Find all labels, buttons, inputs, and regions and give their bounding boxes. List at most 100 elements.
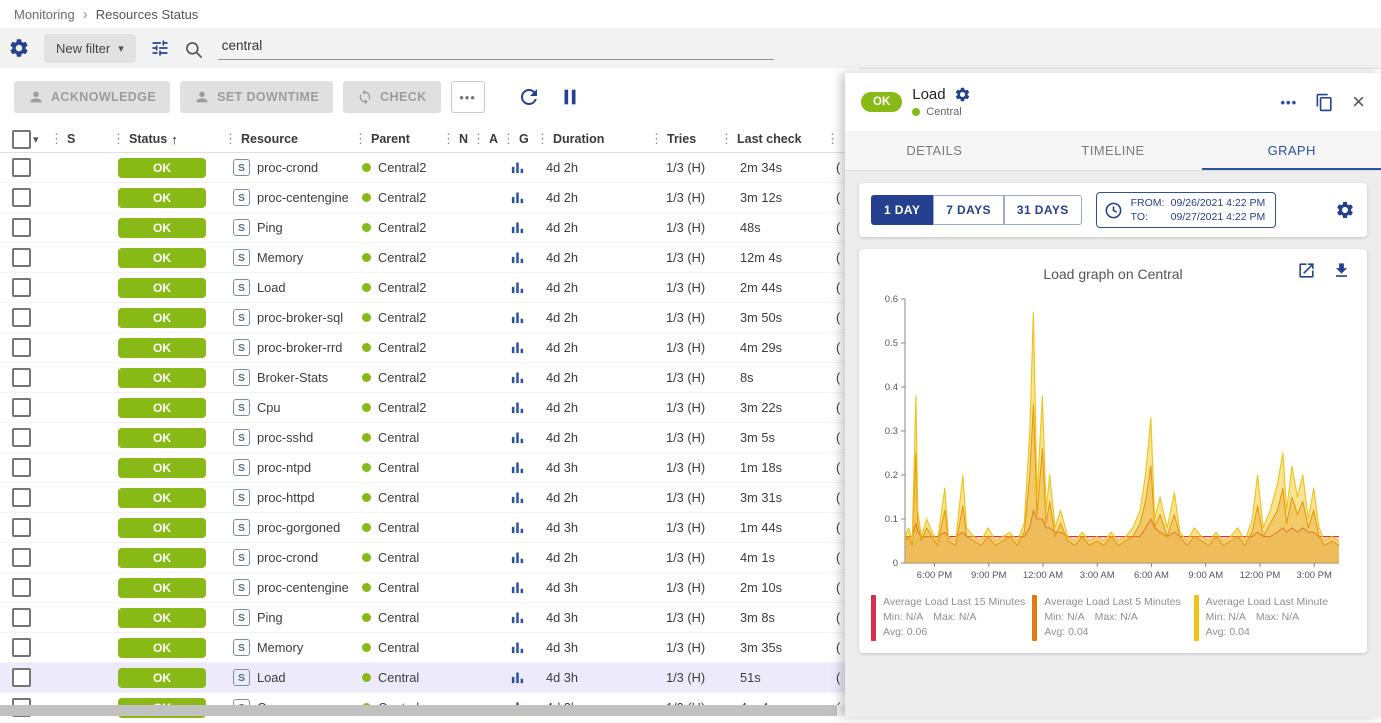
resource-cell: SLoad [224,279,354,296]
column-header-s[interactable]: ⋮S [50,131,112,147]
graph-icon[interactable] [510,310,525,325]
time-button-31-days[interactable]: 31 DAYS [1004,195,1082,225]
refresh-button[interactable] [513,81,545,113]
row-checkbox[interactable] [12,188,31,207]
set-downtime-button[interactable]: SET DOWNTIME [180,81,333,113]
last-check-cell: 3m 5s [720,430,826,445]
row-checkbox[interactable] [12,548,31,567]
column-header-a[interactable]: ⋮A [472,131,502,147]
row-checkbox[interactable] [12,458,31,477]
filter-settings-gear-icon[interactable] [8,37,30,59]
parent-cell: Central2 [354,400,442,415]
status-chip: OK [118,638,206,658]
scrollbar-thumb[interactable] [0,705,837,716]
panel-header: OK Load Central ••• × [845,73,1381,131]
graph-icon[interactable] [510,400,525,415]
panel-more-actions-icon[interactable]: ••• [1280,95,1297,110]
graph-icon[interactable] [510,640,525,655]
row-checkbox[interactable] [12,158,31,177]
sort-asc-icon: ↑ [171,132,178,147]
legend-avg: Avg: 0.06 [883,626,1025,638]
graph-icon[interactable] [510,190,525,205]
row-checkbox[interactable] [12,638,31,657]
graph-icon[interactable] [510,340,525,355]
graph-icon[interactable] [510,430,525,445]
status-cell: OK [112,278,224,298]
row-checkbox[interactable] [12,248,31,267]
breadcrumb-item-resources-status[interactable]: Resources Status [96,7,199,22]
load-graph-canvas[interactable]: 00.10.20.30.40.50.66:00 PM9:00 PM12:00 A… [871,289,1351,589]
row-checkbox[interactable] [12,518,31,537]
download-icon[interactable] [1332,261,1351,280]
time-button-7-days[interactable]: 7 DAYS [933,195,1004,225]
graph-icon[interactable] [510,580,525,595]
check-button[interactable]: CHECK [343,81,440,113]
row-checkbox[interactable] [12,488,31,507]
legend-item-average-load-last-minute[interactable]: Average Load Last MinuteMin: N/AMax: N/A… [1194,595,1355,641]
more-actions-button[interactable]: ••• [451,81,485,113]
column-header-resource[interactable]: ⋮Resource [224,131,354,147]
close-panel-icon[interactable]: × [1352,91,1365,113]
pause-autorefresh-button[interactable] [555,82,585,112]
open-in-new-icon[interactable] [1297,261,1316,280]
parent-name: Central2 [378,280,426,295]
to-label: TO: [1131,211,1171,223]
graph-icon[interactable] [510,460,525,475]
date-range-chip[interactable]: FROM:09/26/2021 4:22 PM TO:09/27/2021 4:… [1096,192,1277,228]
status-cell: OK [112,668,224,688]
column-header-duration[interactable]: ⋮Duration [536,131,650,147]
parent-cell: Central [354,610,442,625]
row-checkbox[interactable] [12,608,31,627]
row-checkbox[interactable] [12,218,31,237]
parent-name: Central2 [378,190,426,205]
row-checkbox[interactable] [12,398,31,417]
column-header-tries[interactable]: ⋮Tries [650,131,720,147]
column-header-parent[interactable]: ⋮Parent [354,131,442,147]
new-filter-button[interactable]: New filter ▾ [44,34,136,63]
row-checkbox[interactable] [12,278,31,297]
service-icon: S [233,459,250,476]
row-checkbox[interactable] [12,368,31,387]
tune-filter-icon[interactable] [150,38,170,58]
graph-settings-gear-icon[interactable] [1335,200,1355,220]
column-header-n[interactable]: ⋮N [442,131,472,147]
legend-item-average-load-last-5-minutes[interactable]: Average Load Last 5 MinutesMin: N/AMax: … [1032,595,1193,641]
graph-icon[interactable] [510,610,525,625]
column-header-g[interactable]: ⋮G [502,131,536,147]
legend-item-average-load-last-15-minutes[interactable]: Average Load Last 15 MinutesMin: N/AMax:… [871,595,1032,641]
column-header-status[interactable]: ⋮Status↑ [112,131,224,147]
copy-link-icon[interactable] [1315,93,1334,112]
resource-settings-gear-icon[interactable] [954,86,971,103]
tab-timeline[interactable]: TIMELINE [1024,131,1203,170]
graph-icon[interactable] [510,250,525,265]
row-select-cell [0,518,50,537]
breadcrumb-item-monitoring[interactable]: Monitoring [14,7,75,22]
graph-icon[interactable] [510,370,525,385]
graph-cell [502,310,536,325]
row-checkbox[interactable] [12,308,31,327]
last-check-cell: 3m 8s [720,610,826,625]
select-all-checkbox[interactable] [12,130,31,149]
set-downtime-icon [194,89,210,105]
select-caret-down-icon[interactable]: ▾ [33,133,39,146]
graph-icon[interactable] [510,670,525,685]
row-checkbox[interactable] [12,428,31,447]
acknowledge-button[interactable]: ACKNOWLEDGE [14,81,170,113]
time-button-1-day[interactable]: 1 DAY [871,195,933,225]
graph-cell [502,430,536,445]
search-input[interactable] [218,36,774,60]
resource-name: proc-centengine [257,580,349,595]
graph-icon[interactable] [510,550,525,565]
graph-icon[interactable] [510,220,525,235]
graph-icon[interactable] [510,280,525,295]
row-checkbox[interactable] [12,578,31,597]
tab-details[interactable]: DETAILS [845,131,1024,170]
row-checkbox[interactable] [12,668,31,687]
column-header-last-check[interactable]: ⋮Last check [720,131,826,147]
tab-graph[interactable]: GRAPH [1202,131,1381,170]
graph-icon[interactable] [510,160,525,175]
horizontal-scrollbar[interactable] [0,705,845,716]
graph-icon[interactable] [510,490,525,505]
graph-icon[interactable] [510,520,525,535]
row-checkbox[interactable] [12,338,31,357]
